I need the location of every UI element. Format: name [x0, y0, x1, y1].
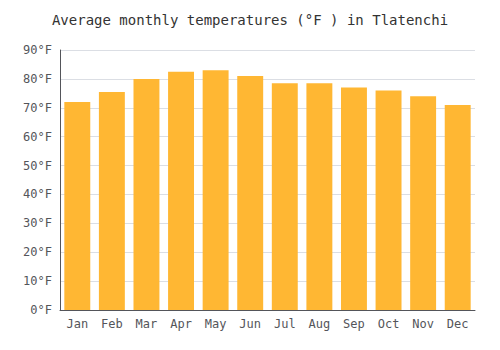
svg-text:30°F: 30°F [23, 216, 52, 230]
svg-text:10°F: 10°F [23, 274, 52, 288]
svg-text:70°F: 70°F [23, 101, 52, 115]
svg-text:Jun: Jun [239, 317, 261, 331]
svg-text:90°F: 90°F [23, 43, 52, 57]
svg-text:Mar: Mar [136, 317, 158, 331]
svg-text:Sep: Sep [343, 317, 365, 331]
svg-text:Average monthly temperatures (: Average monthly temperatures (°F ) in Tl… [52, 12, 448, 28]
svg-text:50°F: 50°F [23, 159, 52, 173]
svg-text:20°F: 20°F [23, 245, 52, 259]
svg-text:80°F: 80°F [23, 72, 52, 86]
svg-text:May: May [205, 317, 227, 331]
svg-text:Oct: Oct [378, 317, 400, 331]
svg-text:Feb: Feb [101, 317, 123, 331]
svg-text:Jul: Jul [274, 317, 296, 331]
svg-text:40°F: 40°F [23, 187, 52, 201]
svg-text:Apr: Apr [170, 317, 192, 331]
svg-text:60°F: 60°F [23, 130, 52, 144]
svg-text:Dec: Dec [447, 317, 469, 331]
svg-text:0°F: 0°F [30, 303, 52, 317]
svg-text:Jan: Jan [66, 317, 88, 331]
svg-text:Nov: Nov [412, 317, 434, 331]
svg-text:Aug: Aug [309, 317, 331, 331]
